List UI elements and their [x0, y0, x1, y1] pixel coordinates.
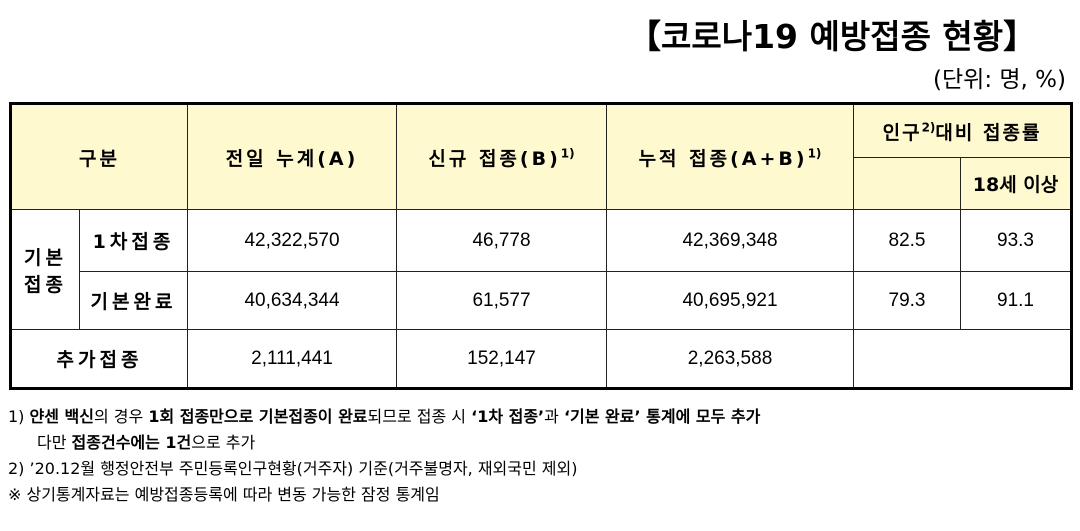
row-label: 1차접종	[79, 209, 188, 272]
cell-new: 152,147	[396, 329, 607, 389]
cell-prev: 40,634,344	[187, 271, 397, 330]
footnotes: 1) 얀센 백신의 경우 1회 접종만으로 기본접종이 완료되므로 접종 시 ‘…	[8, 404, 1073, 508]
cell-rate: 82.5	[853, 209, 961, 272]
table-row: 추가접종 2,111,441 152,147 2,263,588	[10, 329, 1073, 389]
cell-rate18: 93.3	[959, 209, 1073, 272]
cell-rate: 79.3	[853, 271, 961, 330]
cell-prev: 42,322,570	[187, 209, 397, 272]
header-cumulative: 누적 접종(A+B)1)	[606, 103, 854, 210]
cell-cumulative: 40,695,921	[606, 271, 854, 330]
table-row: 기본 접종 1차접종 42,322,570 46,778 42,369,348 8…	[10, 209, 1073, 330]
header-prev-total: 전일 누계(A)	[187, 103, 397, 210]
footnote-1: 1) 얀센 백신의 경우 1회 접종만으로 기본접종이 완료되므로 접종 시 ‘…	[8, 407, 761, 426]
header-category: 구분	[10, 103, 188, 210]
row-label: 기본완료	[79, 271, 188, 330]
footnote-2: 2) ’20.12월 행정안전부 주민등록인구현황(거주자) 기준(거주불명자,…	[8, 459, 578, 478]
unit-label: (단위: 명, %)	[933, 67, 1066, 93]
group-label: 기본 접종	[10, 209, 80, 330]
cell-empty	[852, 329, 1073, 389]
cell-cumulative: 42,369,348	[606, 209, 854, 272]
header-row: 구분 전일 누계(A) 신규 접종(B)1) 누적 접종(A+B)1) 인구2)…	[10, 103, 1073, 210]
vaccination-table: 구분 전일 누계(A) 신규 접종(B)1) 누적 접종(A+B)1) 인구2)…	[9, 102, 1074, 390]
cell-cumulative: 2,263,588	[606, 329, 854, 389]
footnote-3: ※ 상기통계자료는 예방접종등록에 따라 변동 가능한 잠정 통계임	[8, 485, 440, 504]
header-age18: 18세 이상	[959, 157, 1073, 210]
row-label: 추가접종	[10, 329, 188, 389]
cell-prev: 2,111,441	[187, 329, 397, 389]
page-title: 【코로나19 예방접종 현황】	[628, 17, 1037, 56]
cell-new: 61,577	[396, 271, 607, 330]
cell-new: 46,778	[396, 209, 607, 272]
footnote-1-continued: 다만 접종건수에는 1건으로 추가	[37, 433, 256, 452]
table-row: 기본완료 40,634,344 61,577 40,695,921 79.3 9…	[11, 271, 1073, 330]
header-new: 신규 접종(B)1)	[396, 103, 607, 210]
cell-rate18: 91.1	[959, 271, 1073, 330]
header-rate: 인구2)대비 접종률	[852, 103, 1073, 158]
